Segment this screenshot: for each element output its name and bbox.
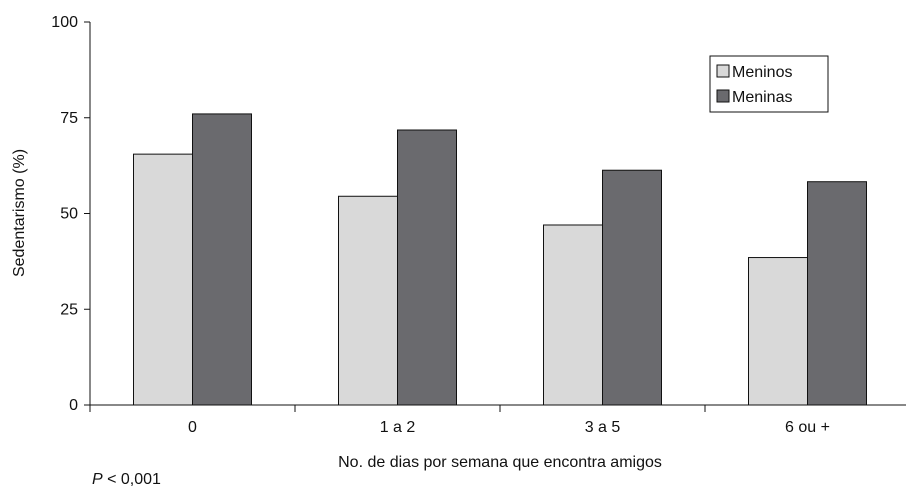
bars [133,113,867,406]
bar-meninas-0 [192,113,252,406]
bar-meninos-1 [338,195,398,406]
bar-meninos-2 [543,224,603,406]
legend-label-meninos: Meninos [732,64,792,81]
x-category-label: 6 ou + [785,419,830,436]
legend-label-meninas: Meninas [732,89,792,106]
y-tick-label: 100 [51,14,78,31]
bar-meninos-3 [748,257,808,406]
y-tick-label: 50 [60,206,78,223]
legend-swatch-meninos [716,64,730,78]
x-category-label: 0 [188,419,197,436]
y-axis-title: Sedentarismo (%) [11,149,28,277]
x-category-label: 1 a 2 [380,419,416,436]
p-value-symbol: P [92,471,103,487]
x-axis-title: No. de dias por semana que encontra amig… [338,454,662,471]
p-value-note: P < 0,001 [92,471,161,487]
x-category-label: 3 a 5 [585,419,621,436]
bar-meninas-3 [807,181,867,406]
y-tick-label: 0 [69,397,78,414]
y-ticks: 0 25 50 75 100 [51,14,90,414]
p-value-text: < 0,001 [103,471,161,487]
bar-meninos-0 [133,153,193,406]
legend-box [709,55,829,113]
x-ticks: 0 1 a 2 3 a 5 6 ou + [89,405,830,436]
legend-swatch-meninas [716,89,730,103]
bar-meninas-2 [602,169,662,406]
y-tick-label: 75 [60,110,78,127]
y-tick-label: 25 [60,301,78,318]
bar-meninas-1 [397,129,457,406]
legend: Meninos Meninas [709,55,829,113]
